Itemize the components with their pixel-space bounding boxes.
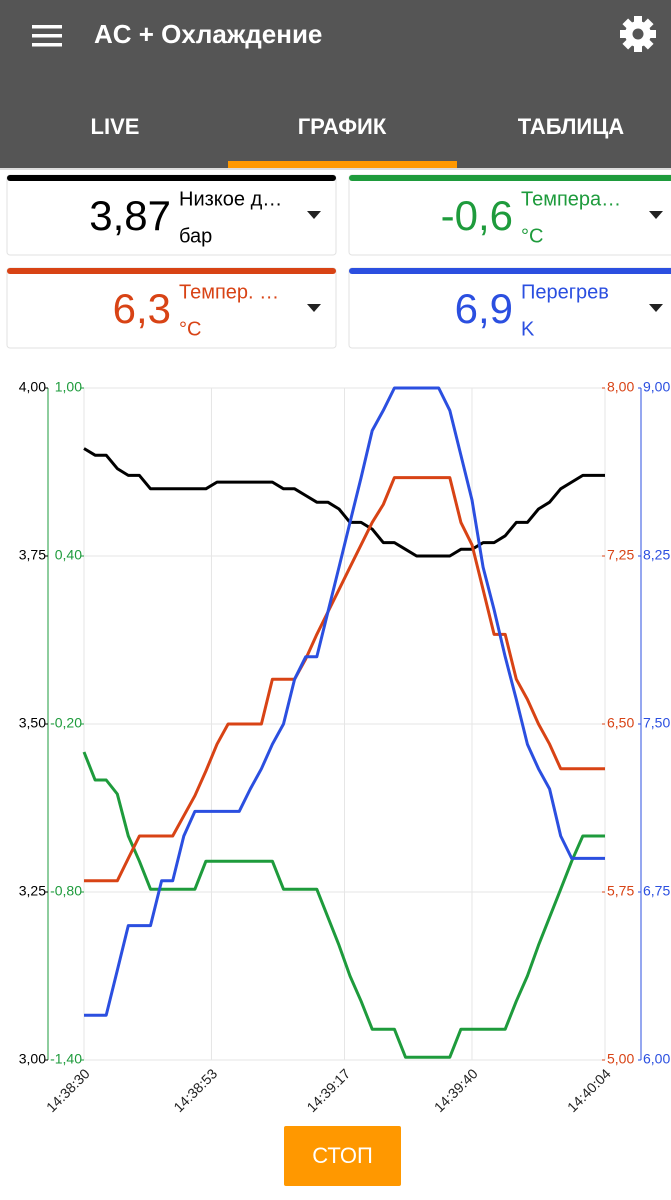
menu-icon[interactable] <box>32 25 62 47</box>
y-tick-label: 3,00 <box>19 1051 46 1067</box>
card-unit: °C <box>521 225 543 247</box>
card-label: Низкое д… <box>179 188 282 210</box>
app-bar <box>0 0 671 168</box>
y-tick-label: 6,50 <box>607 715 634 731</box>
dropdown-arrow <box>307 304 321 312</box>
tab[interactable]: ТАБЛИЦА <box>518 114 625 139</box>
data-line <box>82 751 605 1059</box>
sensor-card[interactable]: 6,9 Перегрев K <box>348 267 671 349</box>
button-bg <box>284 1126 401 1186</box>
menu-bar <box>32 25 62 29</box>
data-line <box>83 447 605 558</box>
x-tick-label: 14:39:17 <box>303 1065 353 1115</box>
y-tick-label: 3,25 <box>19 883 46 899</box>
y-tick-label: 8,00 <box>607 379 634 395</box>
stop-button[interactable]: СТОП <box>284 1126 401 1186</box>
x-tick-label: 14:38:30 <box>43 1065 93 1115</box>
app-title: AC + Охлаждение <box>94 19 322 49</box>
y-tick-label: 6,75 <box>643 883 670 899</box>
sensor-card[interactable]: -0,6 Темпера… °C <box>348 174 671 256</box>
gear-hole <box>632 28 644 40</box>
card-bg <box>6 174 337 256</box>
card-bg <box>6 267 337 349</box>
card-label: Темпера… <box>521 188 621 210</box>
y-tick-label: -0,20 <box>50 715 82 731</box>
card-color-bar <box>7 268 336 274</box>
y-tick-label: 7,25 <box>607 547 634 563</box>
tab[interactable]: LIVE <box>91 114 140 139</box>
button-label: СТОП <box>312 1143 373 1168</box>
card-value: 6,9 <box>455 285 513 332</box>
menu-bar <box>32 34 62 38</box>
divider <box>0 168 671 170</box>
y-tick-label: 0,40 <box>55 547 82 563</box>
settings-icon[interactable] <box>620 16 656 52</box>
y-tick-label: 4,00 <box>19 379 46 395</box>
y-tick-label: 7,50 <box>643 715 670 731</box>
card-color-bar <box>349 268 671 274</box>
y-tick-label: 6,00 <box>643 1051 670 1067</box>
card-label: Перегрев <box>521 281 609 303</box>
y-tick-label: 3,50 <box>19 715 46 731</box>
dropdown-arrow <box>307 211 321 219</box>
y-tick-label: -0,80 <box>50 883 82 899</box>
menu-bar <box>32 43 62 47</box>
y-tick-label: 5,00 <box>607 1051 634 1067</box>
dropdown-arrow <box>649 304 663 312</box>
y-tick-label: 1,00 <box>55 379 82 395</box>
x-tick-label: 14:38:53 <box>170 1065 220 1115</box>
dropdown-arrow <box>649 211 663 219</box>
tab-indicator <box>228 161 457 168</box>
sensor-card[interactable]: 3,87 Низкое д… бар <box>6 174 337 256</box>
card-color-bar <box>349 175 671 181</box>
card-value: 6,3 <box>113 285 171 332</box>
x-tick-label: 14:39:40 <box>431 1065 481 1115</box>
y-tick-label: 3,75 <box>19 547 46 563</box>
sensor-card[interactable]: 6,3 Темпер. … °C <box>6 267 337 349</box>
y-tick-label: 8,25 <box>643 547 670 563</box>
card-unit: °C <box>179 318 201 340</box>
y-tick-label: 5,75 <box>607 883 634 899</box>
card-unit: K <box>521 318 535 340</box>
card-unit: бар <box>179 225 212 247</box>
tab[interactable]: ГРАФИК <box>298 114 387 139</box>
card-label: Темпер. … <box>179 281 279 303</box>
y-tick-label: 9,00 <box>643 379 670 395</box>
card-value: -0,6 <box>441 192 513 239</box>
y-tick-label: -1,40 <box>50 1051 82 1067</box>
card-color-bar <box>7 175 336 181</box>
card-value: 3,87 <box>89 192 171 239</box>
data-line <box>84 476 605 883</box>
x-tick-label: 14:40:04 <box>564 1065 614 1115</box>
data-line <box>84 386 605 1017</box>
